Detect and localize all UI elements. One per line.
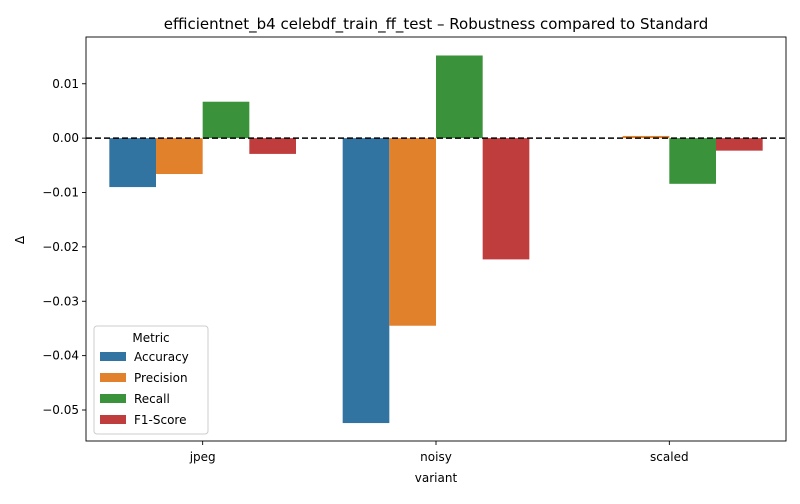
bar-accuracy-jpeg	[109, 138, 156, 188]
bar-recall-jpeg	[202, 101, 250, 139]
y-tick-label: 0.01	[52, 77, 79, 91]
plot-area: 0.01 0.00 −0.01 −0.02 −0.03 −0.04 −0.05 jpeg noi…	[42, 36, 787, 464]
bar-recall-scaled	[669, 138, 716, 184]
x-tick-label-noisy: noisy	[420, 450, 452, 464]
y-axis-label: Δ	[13, 235, 27, 244]
chart-title: efficientnet_b4 celebdf_train_ff_test – …	[164, 15, 708, 34]
legend-label-accuracy: Accuracy	[134, 350, 189, 364]
y-tick-label: −0.01	[42, 186, 79, 200]
legend-label-precision: Precision	[134, 371, 188, 385]
x-tick-label-scaled: scaled	[650, 450, 689, 464]
legend-swatch-recall	[100, 394, 126, 403]
legend-label-recall: Recall	[134, 392, 170, 406]
legend-label-f1-score: F1-Score	[134, 413, 186, 427]
x-tick-label-jpeg: jpeg	[189, 450, 216, 464]
bar-precision-jpeg	[156, 138, 203, 175]
y-tick-label: −0.03	[42, 294, 79, 308]
bar-f1-score-noisy	[482, 138, 530, 260]
legend-swatch-precision	[100, 373, 126, 382]
bar-f1-score-scaled	[716, 138, 763, 151]
legend: Metric Accuracy Precision Recall F1-Score	[93, 325, 209, 435]
legend-swatch-accuracy	[100, 352, 126, 361]
bar-f1-score-jpeg	[249, 138, 296, 154]
y-tick-label: −0.05	[42, 403, 79, 417]
x-axis-label: variant	[415, 471, 458, 485]
y-tick-label: 0.00	[52, 131, 79, 145]
legend-swatch-f1-score	[100, 415, 126, 424]
bar-precision-scaled	[622, 135, 670, 139]
bar-precision-noisy	[389, 138, 436, 326]
bar-accuracy-noisy	[342, 138, 390, 424]
legend-title: Metric	[132, 331, 169, 345]
y-tick-label: −0.04	[42, 349, 79, 363]
bar-recall-noisy	[436, 55, 483, 139]
y-tick-label: −0.02	[42, 240, 79, 254]
